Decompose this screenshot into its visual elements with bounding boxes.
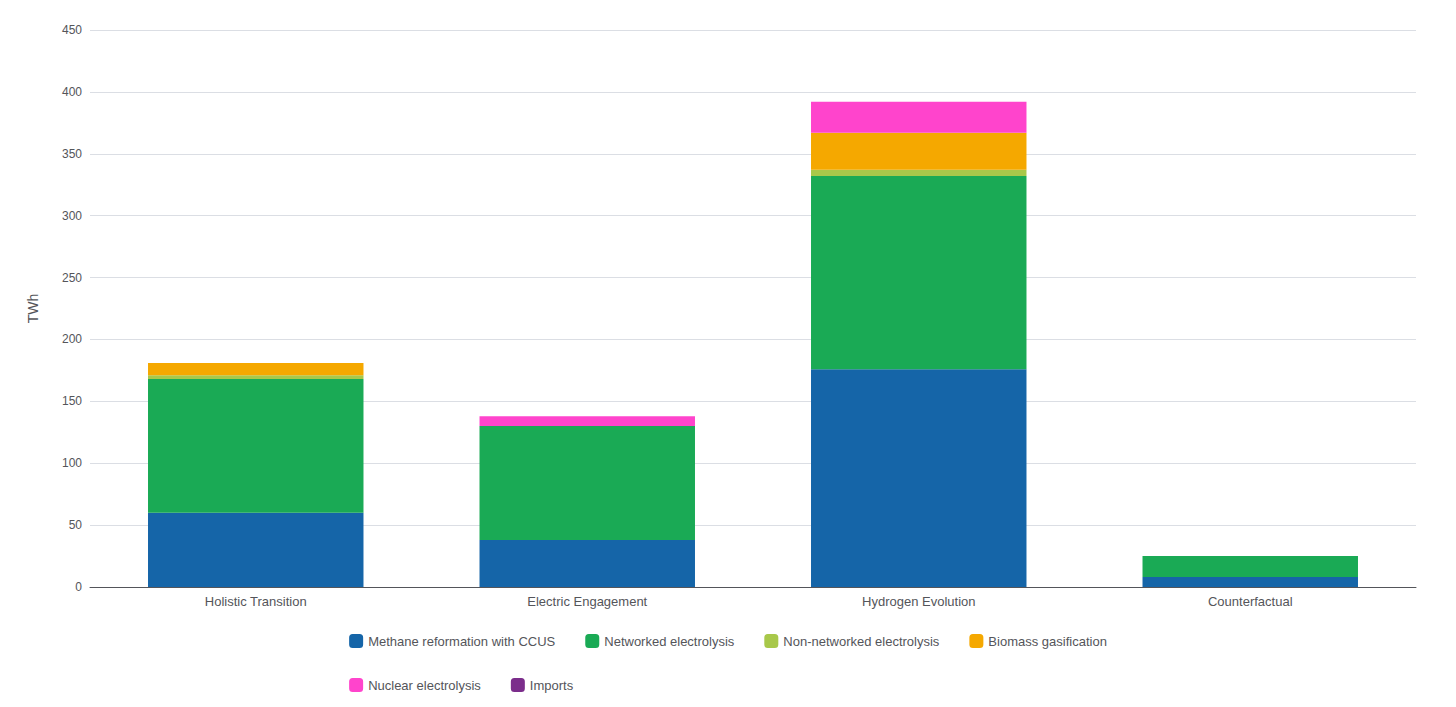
svg-text:150: 150 — [62, 394, 82, 408]
svg-text:Nuclear electrolysis: Nuclear electrolysis — [368, 678, 481, 693]
svg-text:50: 50 — [69, 518, 83, 532]
svg-text:TWh: TWh — [25, 294, 41, 324]
svg-text:200: 200 — [62, 332, 82, 346]
svg-text:Biomass gasification: Biomass gasification — [988, 634, 1107, 649]
svg-text:Hydrogen Evolution: Hydrogen Evolution — [862, 594, 975, 609]
svg-text:Counterfactual: Counterfactual — [1208, 594, 1293, 609]
svg-text:400: 400 — [62, 85, 82, 99]
svg-text:Non-networked electrolysis: Non-networked electrolysis — [783, 634, 940, 649]
svg-text:350: 350 — [62, 147, 82, 161]
svg-text:Holistic Transition: Holistic Transition — [205, 594, 307, 609]
svg-text:Networked electrolysis: Networked electrolysis — [604, 634, 735, 649]
svg-text:Methane reformation with CCUS: Methane reformation with CCUS — [368, 634, 555, 649]
svg-text:Electric Engagement: Electric Engagement — [527, 594, 647, 609]
svg-text:0: 0 — [75, 580, 82, 594]
svg-text:300: 300 — [62, 209, 82, 223]
svg-text:100: 100 — [62, 456, 82, 470]
svg-text:Imports: Imports — [530, 678, 574, 693]
svg-text:450: 450 — [62, 23, 82, 37]
svg-text:250: 250 — [62, 271, 82, 285]
